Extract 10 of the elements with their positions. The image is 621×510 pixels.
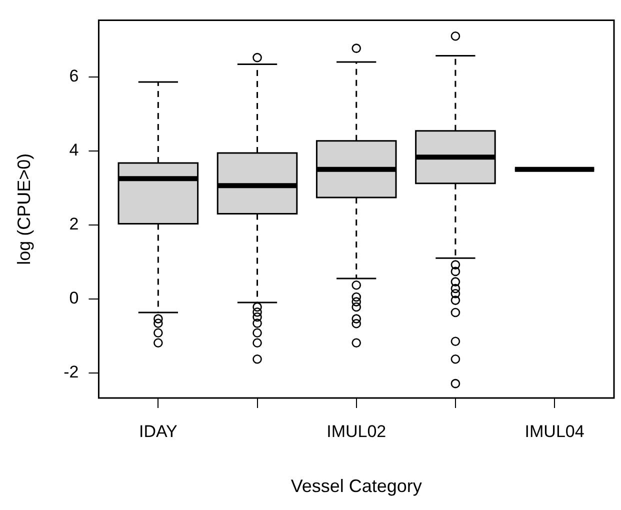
x-tick-label: IMUL04 (524, 422, 584, 441)
y-tick-label: 6 (69, 66, 79, 86)
y-tick-label: 4 (69, 140, 79, 160)
x-tick-label: IDAY (138, 422, 178, 441)
y-tick-label: -2 (64, 362, 79, 382)
y-axis-title: log (CPUE>0) (14, 153, 34, 265)
x-tick-label: IMUL02 (326, 422, 386, 441)
y-tick-label: 0 (69, 288, 79, 308)
x-axis-title: Vessel Category (290, 476, 422, 496)
y-tick-label: 2 (69, 214, 79, 234)
